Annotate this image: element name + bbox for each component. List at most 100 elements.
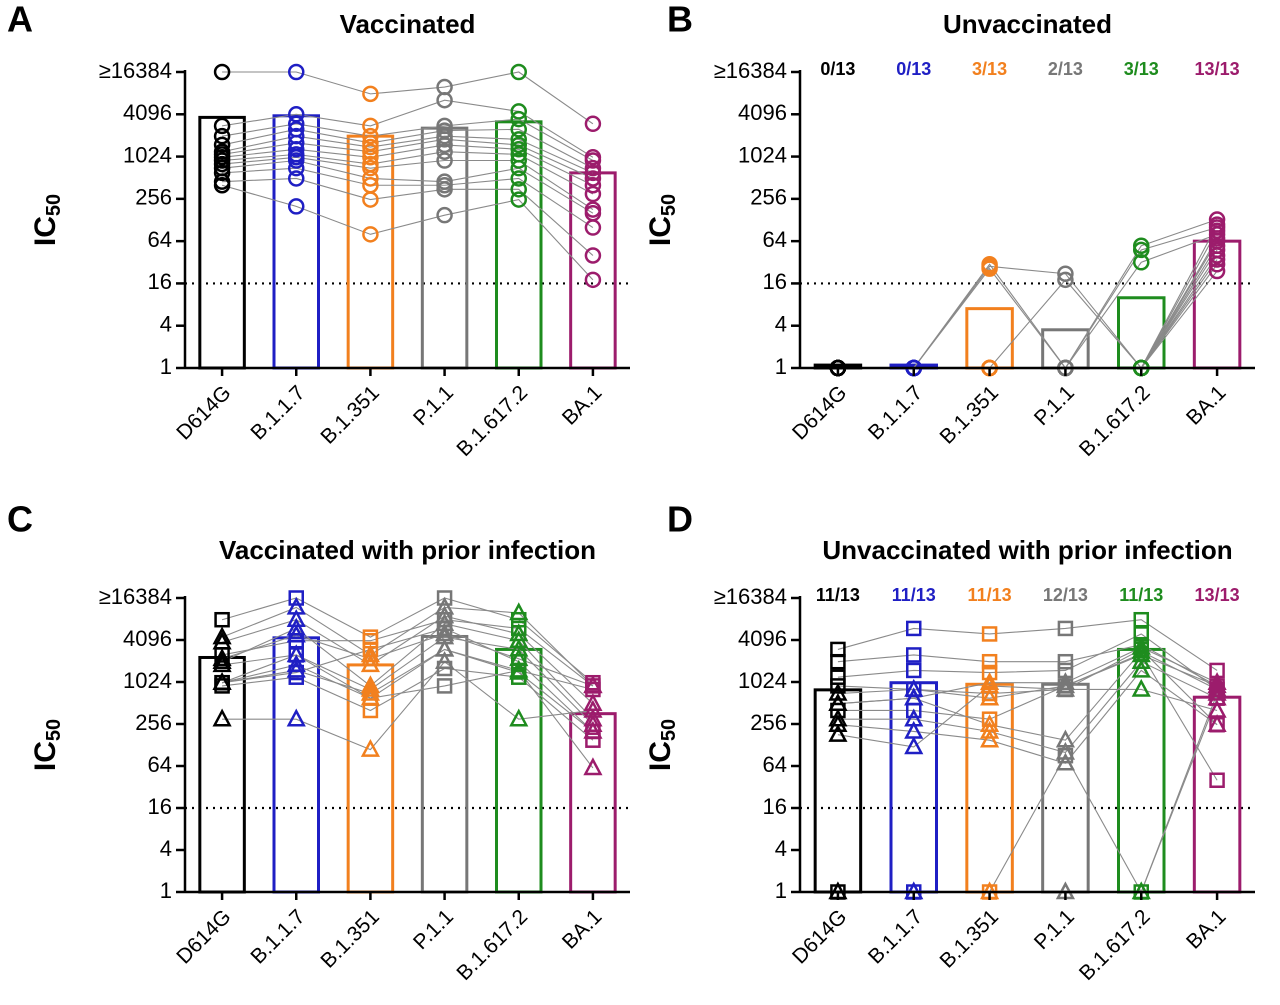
x-tick-label: B.1.617.2 <box>452 905 532 985</box>
panel-label: A <box>7 0 33 40</box>
y-tick-label: 4 <box>775 836 787 861</box>
point <box>510 121 527 138</box>
x-tick-label: B.1.351 <box>316 905 383 972</box>
x-tick-label: B.1.351 <box>936 381 1003 448</box>
subject-line <box>837 633 1218 690</box>
point <box>213 136 231 154</box>
point <box>979 720 1000 739</box>
point <box>1131 636 1151 655</box>
point <box>1131 640 1151 659</box>
point <box>981 260 998 277</box>
point <box>213 63 231 81</box>
point <box>1208 262 1226 280</box>
point <box>360 738 381 757</box>
point <box>509 638 529 657</box>
point <box>585 732 601 748</box>
y-tick-label: 4 <box>160 836 172 861</box>
point <box>906 647 922 663</box>
annotation: 11/13 <box>892 585 936 605</box>
subject-line <box>222 660 593 751</box>
x-tick-label: P.1.1 <box>409 905 458 954</box>
point <box>1207 672 1227 690</box>
y-axis-label-main: IC <box>29 741 62 771</box>
point <box>1055 741 1076 760</box>
annotation: 3/13 <box>972 59 1007 79</box>
point <box>1209 772 1225 788</box>
panel-label: D <box>667 499 693 540</box>
point <box>362 85 379 103</box>
y-tick-label: 256 <box>750 710 787 735</box>
point <box>584 271 602 289</box>
y-tick-label: 16 <box>763 269 787 294</box>
subject-line <box>221 648 594 769</box>
x-tick-label: D614G <box>788 381 851 444</box>
bar <box>1117 647 1166 894</box>
point <box>362 170 379 187</box>
y-axis-label-sub: 50 <box>43 719 65 741</box>
y-axis-label: IC50 <box>644 194 680 246</box>
x-tick-label: B.1.1.7 <box>246 905 309 968</box>
point <box>362 138 379 156</box>
y-tick-label: 1 <box>775 354 787 379</box>
y-tick-label: 256 <box>135 710 172 735</box>
point <box>1057 620 1074 637</box>
point <box>584 115 602 133</box>
point <box>584 159 602 177</box>
point <box>509 602 529 621</box>
point <box>509 661 529 680</box>
point <box>434 605 455 624</box>
y-tick-label: ≥16384 <box>714 584 787 609</box>
point <box>286 654 306 673</box>
point <box>828 693 848 711</box>
bar <box>495 647 543 894</box>
point <box>1131 678 1151 697</box>
y-tick-label: ≥16384 <box>99 58 172 83</box>
point <box>362 159 379 177</box>
annotation: 2/13 <box>1048 59 1083 79</box>
point <box>584 247 602 264</box>
y-tick-label: 4096 <box>123 100 172 125</box>
point <box>286 624 306 643</box>
y-axis-label-main: IC <box>644 741 677 771</box>
point <box>436 91 453 109</box>
point <box>830 653 846 670</box>
point <box>584 185 602 203</box>
subject-line <box>837 693 1218 893</box>
point <box>212 651 232 669</box>
x-tick-label: B.1.617.2 <box>452 381 532 461</box>
point <box>1055 752 1076 771</box>
point <box>436 131 453 148</box>
subject-line <box>221 606 594 687</box>
x-tick-label: B.1.1.7 <box>246 381 309 444</box>
point <box>904 687 924 706</box>
point <box>286 708 306 727</box>
point <box>436 143 453 160</box>
point <box>828 724 848 742</box>
subject-line <box>837 669 1218 764</box>
subject-line <box>837 646 1218 705</box>
point <box>979 672 1000 690</box>
y-tick-label: ≥16384 <box>714 58 787 83</box>
x-tick-label: D614G <box>172 905 235 968</box>
y-tick-label: 1 <box>160 878 172 903</box>
subject-line <box>221 623 594 720</box>
point <box>1133 241 1150 259</box>
x-tick-label: B.1.351 <box>316 381 383 448</box>
point <box>584 219 602 236</box>
y-tick-label: 64 <box>148 752 172 777</box>
point <box>584 152 602 169</box>
bar <box>813 688 863 894</box>
subject-line <box>837 685 1218 748</box>
subject-line <box>837 654 1218 699</box>
bar <box>965 307 1014 370</box>
x-tick-label: P.1.1 <box>409 381 458 430</box>
point <box>828 714 848 732</box>
point <box>510 181 527 198</box>
point <box>979 729 1000 748</box>
y-axis-label-sub: 50 <box>658 194 680 216</box>
point <box>360 644 381 663</box>
point <box>286 659 306 678</box>
x-tick-label: BA.1 <box>558 381 606 429</box>
annotation: 11/13 <box>968 585 1012 605</box>
